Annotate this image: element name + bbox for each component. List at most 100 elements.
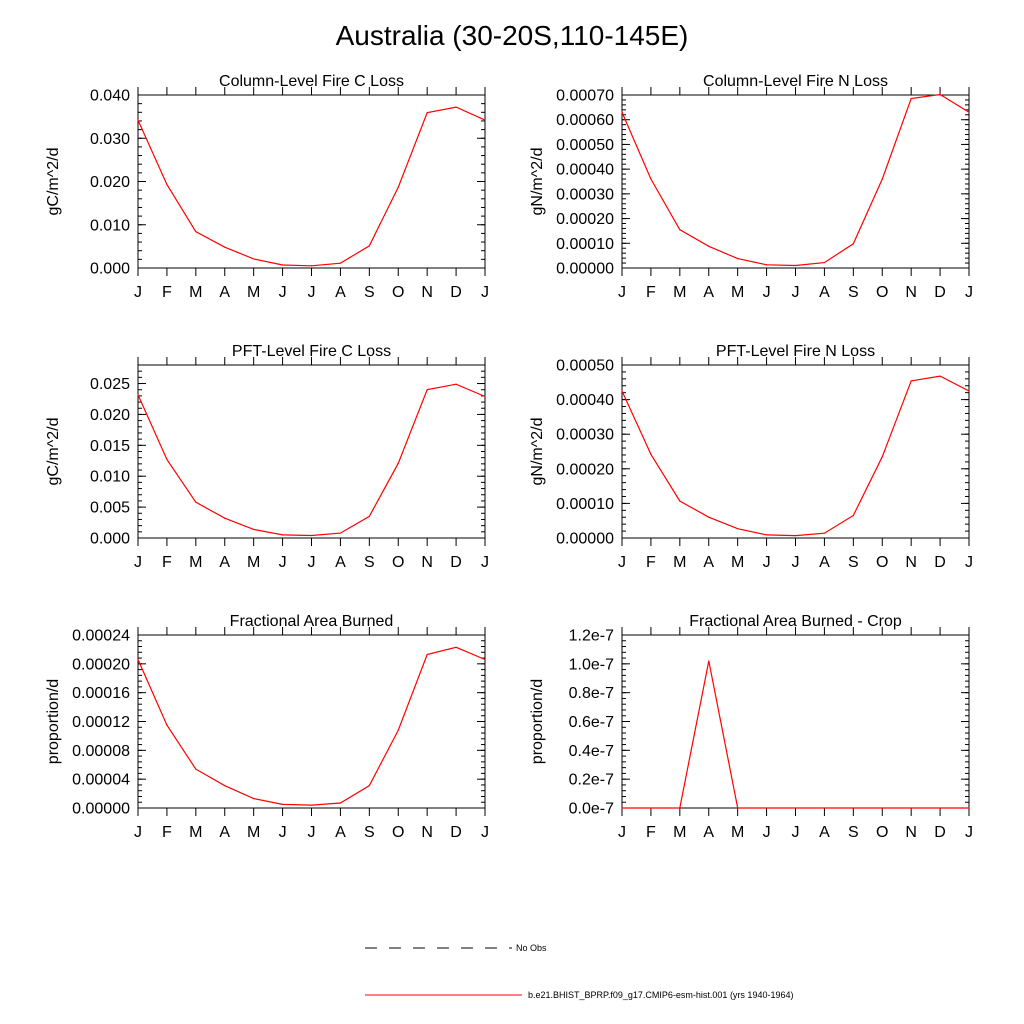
x-tick-label: S — [364, 284, 375, 301]
data-point — [679, 500, 681, 502]
plot-frame — [137, 634, 486, 809]
x-tick-label: J — [134, 824, 142, 841]
data-point — [621, 111, 623, 113]
x-tick-label: M — [189, 554, 202, 571]
x-tick-label: F — [162, 284, 172, 301]
data-point — [253, 798, 255, 800]
data-point — [939, 375, 941, 377]
y-tick-label: 0.000 — [90, 261, 130, 278]
x-tick-label: F — [162, 824, 172, 841]
page-title: Australia (30-20S,110-145E) — [335, 20, 689, 51]
data-point — [852, 243, 854, 245]
y-tick-label: 0.010 — [90, 469, 130, 486]
plot-frame — [621, 94, 970, 269]
data-point — [881, 456, 883, 458]
x-tick-label: O — [876, 554, 888, 571]
y-tick-label: 0.8e-7 — [569, 685, 614, 702]
x-tick-label: M — [247, 824, 260, 841]
y-tick-label: 0.6e-7 — [569, 714, 614, 731]
data-point — [823, 261, 826, 264]
data-point — [968, 111, 970, 113]
y-tick-label: 0.00000 — [556, 531, 614, 548]
x-tick-label: N — [905, 284, 917, 301]
x-tick-label: M — [189, 284, 202, 301]
data-point — [765, 534, 768, 536]
x-tick-label: D — [450, 554, 462, 571]
x-tick-label: A — [819, 554, 830, 571]
data-point — [968, 390, 970, 392]
x-tick-label: J — [965, 824, 973, 841]
y-tick-label: 0.4e-7 — [569, 743, 614, 760]
y-tick-label: 0.00030 — [556, 427, 614, 444]
series-line — [621, 375, 970, 537]
x-tick-label: J — [308, 284, 316, 301]
panel-title: Column-Level Fire N Loss — [703, 73, 888, 90]
data-point — [708, 516, 710, 518]
data-point — [397, 462, 399, 464]
data-point — [484, 119, 486, 121]
x-tick-label: J — [792, 284, 800, 301]
data-point — [339, 802, 342, 804]
y-tick-label: 0.000 — [90, 531, 130, 548]
x-tick-label: M — [673, 554, 686, 571]
data-point — [852, 807, 854, 809]
x-tick-label: D — [450, 824, 462, 841]
data-point — [968, 807, 970, 809]
series-line — [621, 93, 970, 267]
x-tick-label: J — [618, 284, 626, 301]
x-tick-label: J — [965, 284, 973, 301]
y-axis-label: gC/m^2/d — [45, 148, 62, 216]
panel-title: PFT-Level Fire C Loss — [232, 343, 391, 360]
x-tick-label: F — [162, 554, 172, 571]
x-tick-label: M — [247, 284, 260, 301]
chart-panel-4: PFT-Level Fire N Loss gN/m^2/d 0.00000 0.00… — [529, 343, 973, 571]
y-axis-label: gC/m^2/d — [45, 418, 62, 486]
data-point — [137, 658, 139, 661]
data-point — [310, 534, 313, 537]
legend: No Obs b.e21.BHIST_BPRP.f09_g17.CMIP6-es… — [365, 943, 793, 1000]
x-tick-label: J — [279, 554, 287, 571]
data-point — [166, 183, 168, 186]
y-tick-label: 0.00050 — [556, 137, 614, 154]
y-tick-label: 0.00070 — [556, 88, 614, 105]
data-point — [737, 258, 739, 260]
y-tick-label: 0.00024 — [72, 628, 130, 645]
series-line — [622, 660, 969, 809]
data-point — [224, 246, 226, 248]
data-point — [484, 658, 486, 661]
x-tick-label: J — [481, 824, 489, 841]
y-axis-label: proportion/d — [45, 679, 62, 764]
series-line — [137, 383, 486, 537]
y-tick-label: 0.00010 — [556, 236, 614, 253]
x-tick-label: J — [279, 284, 287, 301]
y-tick-label: 0.2e-7 — [569, 772, 614, 789]
x-tick-label: O — [392, 284, 404, 301]
x-tick-label: M — [189, 824, 202, 841]
x-tick-label: O — [876, 824, 888, 841]
data-point — [881, 807, 883, 809]
x-tick-label: D — [934, 554, 946, 571]
chart-panel-2: Column-Level Fire N Loss gN/m^2/d 0.00000 0… — [529, 73, 973, 301]
data-point — [339, 532, 342, 534]
x-tick-label: J — [279, 824, 287, 841]
data-point — [166, 724, 168, 726]
y-tick-label: 0.00016 — [72, 685, 130, 702]
y-tick-label: 0.020 — [90, 407, 130, 424]
y-tick-label: 0.00060 — [556, 112, 614, 129]
x-tick-label: A — [335, 284, 346, 301]
x-tick-label: J — [763, 554, 771, 571]
y-tick-label: 0.00040 — [556, 392, 614, 409]
panel-title: Fractional Area Burned — [230, 613, 394, 630]
y-tick-label: 0.030 — [90, 131, 130, 148]
data-point — [397, 729, 399, 731]
x-tick-label: J — [618, 824, 626, 841]
y-tick-label: 0.025 — [90, 376, 130, 393]
legend-obs-label: No Obs — [516, 943, 547, 953]
data-point — [253, 258, 255, 260]
data-point — [650, 453, 652, 455]
chart-panel-6: Fractional Area Burned - Crop proportion/… — [529, 613, 973, 841]
x-tick-label: A — [703, 284, 714, 301]
data-point — [765, 807, 768, 809]
x-tick-label: O — [392, 824, 404, 841]
